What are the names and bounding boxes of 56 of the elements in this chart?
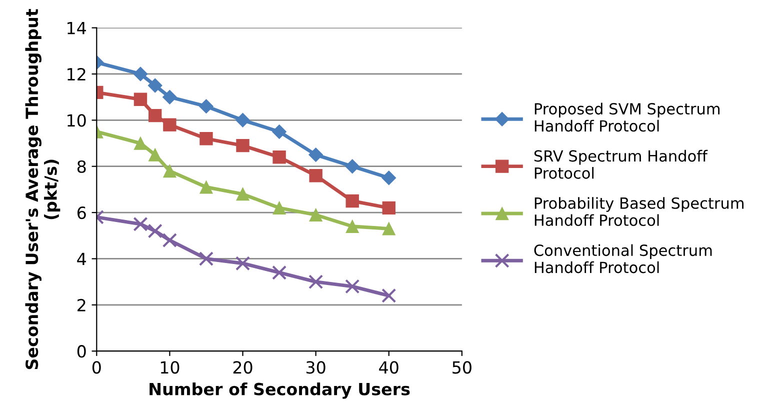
y-tick-label: 0 (77, 345, 86, 358)
x-axis-title: Number of Secondary Users (150, 382, 410, 399)
point (346, 220, 359, 233)
y-tick-label: 14 (68, 22, 86, 34)
point (148, 108, 162, 122)
point (382, 170, 396, 186)
point (163, 118, 176, 132)
point (199, 99, 214, 114)
point (133, 66, 148, 82)
y-tick-label: 6 (77, 206, 86, 220)
point (134, 92, 148, 106)
x-tick-label: 30 (306, 361, 326, 374)
x-tick-label: 20 (233, 361, 252, 374)
point (345, 279, 360, 294)
point (235, 256, 250, 271)
y-tick-label: 12 (68, 68, 86, 80)
legend-label: Probability Based Spectrum Handoff Protocol (534, 197, 744, 226)
point (272, 265, 287, 280)
point (148, 224, 162, 238)
point (148, 148, 162, 162)
point (272, 150, 286, 164)
point (134, 136, 148, 150)
point (236, 138, 250, 152)
x-tick-label: 40 (379, 361, 398, 374)
y-axis-title: Secondary User's Average Throughput (pkt/s) (25, 8, 60, 370)
point (162, 232, 177, 248)
point (345, 159, 360, 174)
x-tick-label: 50 (452, 361, 472, 374)
y-tick-label: 2 (78, 298, 86, 312)
point (198, 251, 214, 266)
point (236, 112, 250, 128)
point (308, 274, 324, 290)
point (200, 180, 213, 194)
point (200, 132, 213, 146)
point (382, 201, 396, 215)
x-tick-label: 10 (160, 361, 180, 374)
y-tick-label: 10 (68, 114, 86, 127)
point (309, 168, 322, 182)
point (382, 222, 396, 236)
point (148, 78, 162, 93)
point (308, 148, 324, 162)
x-tick-label: 0 (92, 361, 101, 374)
point (346, 194, 359, 208)
y-tick-label: 4 (77, 252, 86, 266)
point (309, 208, 322, 222)
point (236, 187, 250, 201)
point (162, 90, 177, 104)
point (133, 216, 148, 232)
point (382, 288, 396, 303)
point (163, 164, 176, 178)
legend-label: SRV Spectrum Handoff Protocol (534, 150, 708, 179)
legend-label: Conventional Spectrum Handoff Protocol (534, 244, 712, 274)
point (272, 201, 286, 215)
point (272, 124, 287, 139)
y-tick-label: 8 (77, 160, 86, 173)
legend-label: Proposed SVM Spectrum Handoff Protocol (534, 102, 720, 132)
